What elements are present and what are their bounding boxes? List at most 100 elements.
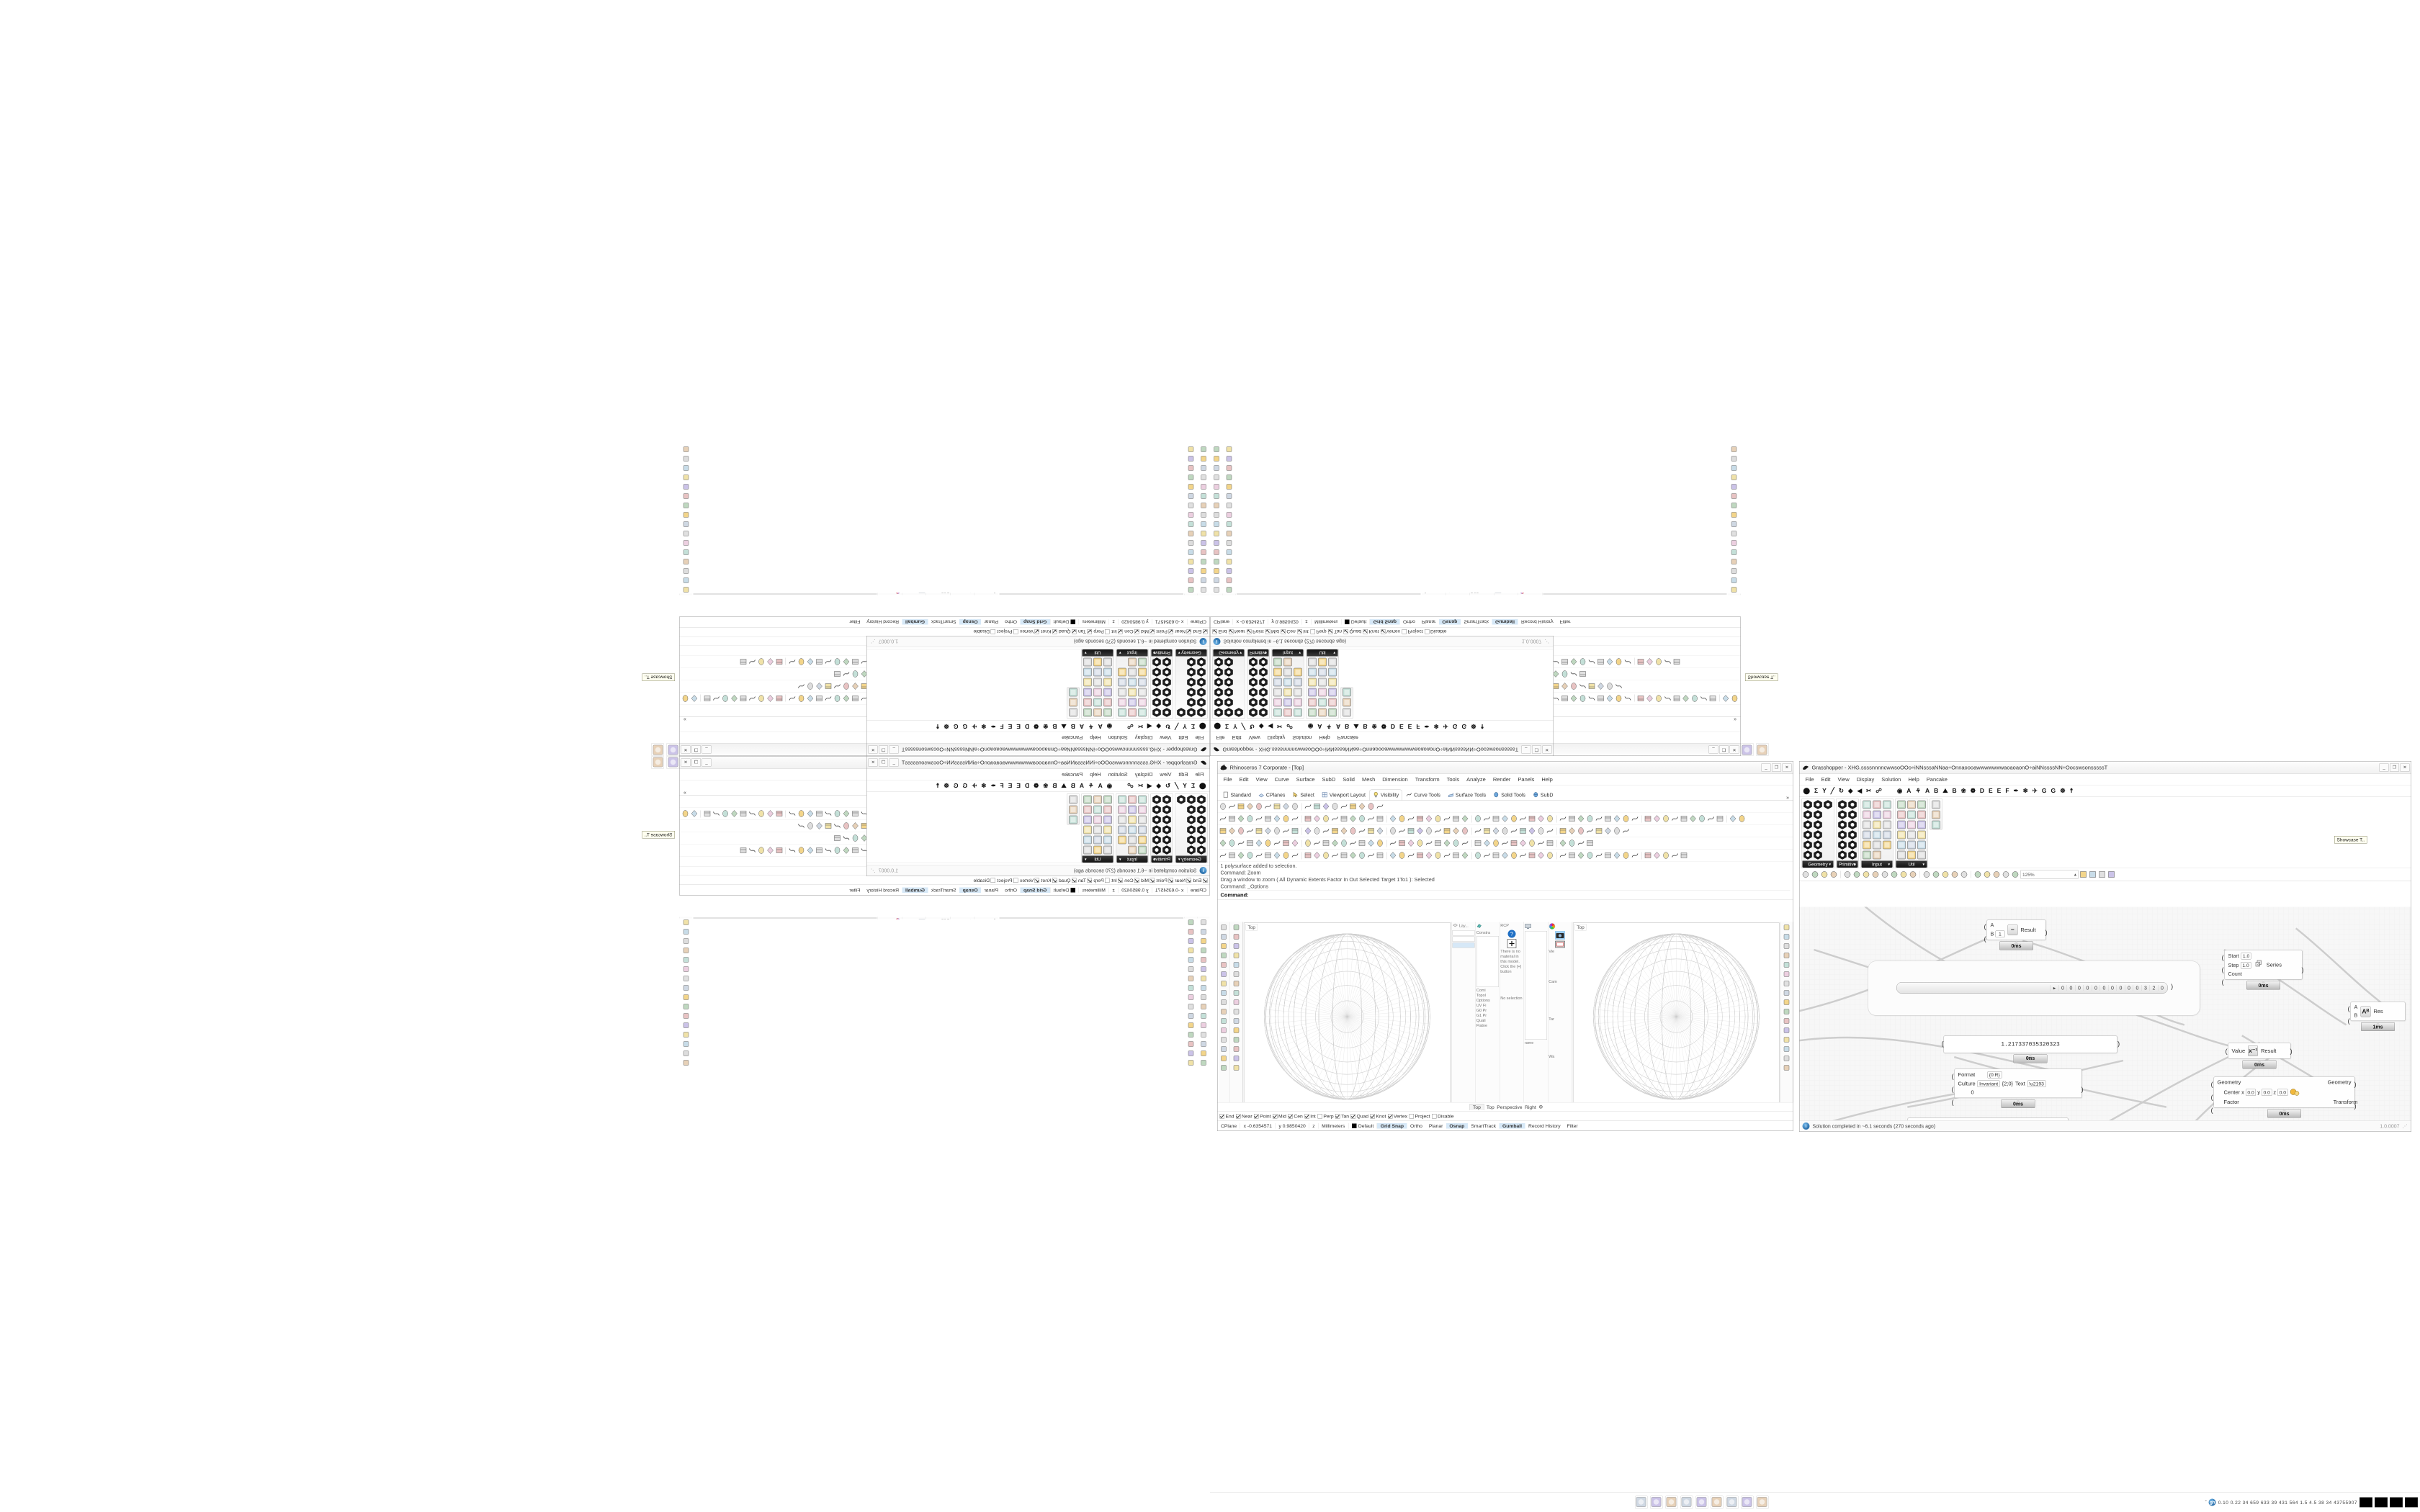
- gh-component-icon[interactable]: [1803, 850, 1813, 860]
- gh-menu-help[interactable]: Help: [1319, 734, 1330, 741]
- rhino-viewport-area[interactable]: Top Lay...: [1217, 922, 1793, 1112]
- gh-menu-edit[interactable]: Edit: [1232, 734, 1242, 741]
- viewport-tool-icon[interactable]: [1199, 501, 1208, 510]
- toolbar-icon[interactable]: [1358, 827, 1367, 836]
- viewport-tool-icon[interactable]: [1232, 961, 1241, 970]
- gh-toolbar-icon[interactable]: [2002, 870, 2011, 879]
- gh-menu-view[interactable]: View: [1837, 776, 1850, 783]
- status-toggle-smarttrack[interactable]: SmartTrack: [1471, 1122, 1497, 1129]
- gh-ribbon-tab-16[interactable]: ❀: [1960, 787, 1966, 795]
- viewport-tool-icon[interactable]: [1232, 942, 1241, 951]
- toolbar-icon[interactable]: [1615, 682, 1623, 690]
- gh-ribbon-tab-21[interactable]: F: [1416, 723, 1420, 730]
- gh-ribbon-tab-12[interactable]: A: [1079, 723, 1084, 730]
- gh-component-icon[interactable]: [1103, 667, 1113, 677]
- toolbar-icon[interactable]: [1282, 815, 1291, 824]
- gh-component-icon[interactable]: [1152, 708, 1162, 717]
- toolbar-icon[interactable]: [1606, 657, 1615, 666]
- gh-ribbon-tab-4[interactable]: ↻: [1838, 787, 1845, 795]
- osnap-checkbox[interactable]: [1118, 878, 1123, 883]
- viewport-tool-icon[interactable]: [1199, 1012, 1208, 1021]
- gh-component-icon[interactable]: [1138, 708, 1147, 717]
- osnap-checkbox[interactable]: [1072, 878, 1077, 883]
- gh-component-icon[interactable]: [1283, 708, 1293, 717]
- gh-component-icon[interactable]: [1814, 820, 1823, 829]
- gh-component-icon[interactable]: [1197, 657, 1206, 667]
- viewport-tool-icon[interactable]: [1212, 520, 1221, 528]
- gh-component-icon[interactable]: [1838, 840, 1847, 850]
- viewport-tool-icon[interactable]: [1187, 520, 1196, 528]
- rhino-menu-analyze[interactable]: Analyze: [1466, 776, 1486, 783]
- gh-component-icon[interactable]: [1093, 845, 1103, 855]
- viewport-tool-icon[interactable]: [1212, 529, 1221, 538]
- rhino-menu-solid[interactable]: Solid: [1343, 776, 1355, 783]
- viewport-tool-icon[interactable]: [1219, 980, 1228, 989]
- toolbar-icon[interactable]: [1510, 852, 1519, 860]
- viewport-tool-icon[interactable]: [1730, 520, 1739, 528]
- status-toggle-planar[interactable]: Planar: [984, 887, 999, 893]
- toolbar-icon[interactable]: [1349, 827, 1358, 836]
- display-mode-panel[interactable]: rame: [1523, 922, 1549, 1112]
- osnap-checkbox[interactable]: [1363, 629, 1368, 634]
- viewport-tool-icon[interactable]: [1212, 492, 1221, 500]
- display-mode-panel[interactable]: rame: [1494, 593, 1518, 595]
- port-in-b[interactable]: (: [1984, 935, 1986, 943]
- system-tray[interactable]: ˇ gh 0.10 0.22 34 659 633 39 431 564 1.5…: [2205, 1497, 2420, 1508]
- toolbar-icon[interactable]: [842, 694, 851, 703]
- toolbar-icon[interactable]: [1237, 852, 1246, 860]
- viewport-tool-icon[interactable]: [1199, 928, 1208, 937]
- taskbar-cabinet-icon[interactable]: [1756, 1495, 1769, 1509]
- viewport-tool-icon[interactable]: [1783, 924, 1791, 932]
- gh-component-icon[interactable]: [1907, 820, 1917, 829]
- gh-ribbon-tab-5[interactable]: ◆: [1259, 723, 1264, 730]
- taskbar-buttons[interactable]: [0, 756, 785, 769]
- toolbar-icon[interactable]: [1559, 840, 1568, 848]
- toolbar-icon[interactable]: [1322, 852, 1331, 860]
- gh-component-icon[interactable]: [1328, 708, 1337, 717]
- viewport-tool-icon[interactable]: [1219, 1055, 1228, 1063]
- toolbar-icon[interactable]: [1237, 827, 1246, 836]
- toolbar-icon[interactable]: [1291, 852, 1300, 860]
- gh-panel-geometry[interactable]: Geometry ▼: [1175, 649, 1208, 719]
- viewport-tool-icon[interactable]: [1199, 984, 1208, 993]
- gh-component-icon[interactable]: [1138, 795, 1147, 804]
- toolbar-icon[interactable]: [1434, 852, 1443, 860]
- toolbar-icon[interactable]: [1510, 840, 1519, 848]
- gh-ribbon-tab-15[interactable]: B: [1952, 787, 1957, 795]
- display-mode-panel[interactable]: rame: [902, 593, 926, 595]
- gh-component-icon[interactable]: [1103, 698, 1113, 707]
- gh-menu-display[interactable]: Display: [1856, 776, 1875, 783]
- gh-menu-file[interactable]: File: [1216, 734, 1225, 741]
- status-toggle-gumball[interactable]: Gumball: [902, 887, 928, 893]
- gh-ribbon-tabs[interactable]: ⬤ Σ Y ╱ ↻ ◆ ◀ ✂ ☍ ◉ A ⚘ A B ⛰ B ❀ ❁ D E E F ✒ ❄ ✈ G G ☸ ☨: [866, 720, 1210, 732]
- viewport-tool-icon[interactable]: [1225, 445, 1234, 454]
- osnap-tan[interactable]: Tan: [1078, 878, 1092, 883]
- gh-ribbon-tab-10[interactable]: A: [1098, 782, 1103, 790]
- gh-component-icon[interactable]: [1093, 708, 1103, 717]
- osnap-end[interactable]: End: [1193, 629, 1208, 634]
- viewport-tool-icon[interactable]: [1187, 492, 1196, 500]
- gh-resize-grip[interactable]: ⋰: [2402, 1122, 2408, 1129]
- toolbar-icon[interactable]: [1483, 852, 1492, 860]
- gh-component-icon[interactable]: [1138, 805, 1147, 814]
- gh-component-icon[interactable]: [1803, 840, 1813, 850]
- gh-panel-caption[interactable]: Geometry ▼: [1802, 860, 1834, 868]
- gh-titlebar[interactable]: Grasshopper - XHG.ssssnnnncwwsoOOo÷iNNss…: [1210, 743, 1554, 756]
- toolbar-icon[interactable]: [1597, 657, 1605, 666]
- viewport-tool-icon[interactable]: [1225, 557, 1234, 566]
- viewport-tool-icon[interactable]: [1187, 567, 1196, 575]
- toolbar-icon[interactable]: [1655, 694, 1664, 703]
- toolbar-icon[interactable]: [1443, 852, 1452, 860]
- gh-maximize-button[interactable]: ❐: [2390, 763, 2399, 772]
- gh-ribbon-tab-25[interactable]: G: [2041, 787, 2047, 795]
- gh-ribbon-tab-28[interactable]: ☨: [1480, 723, 1484, 730]
- osnap-project[interactable]: Project: [997, 878, 1018, 883]
- osnap-cen[interactable]: Cen: [1281, 629, 1296, 634]
- gh-component-icon[interactable]: [1897, 840, 1906, 850]
- rhino-minimize-button[interactable]: _: [702, 758, 712, 767]
- osnap-perp[interactable]: Perp: [1317, 1113, 1334, 1119]
- gh-component-icon[interactable]: [1103, 845, 1113, 855]
- viewport-tool-icon[interactable]: [1219, 961, 1228, 970]
- gh-menu-display[interactable]: Display: [1267, 734, 1286, 741]
- osnap-checkbox[interactable]: [1304, 1113, 1309, 1119]
